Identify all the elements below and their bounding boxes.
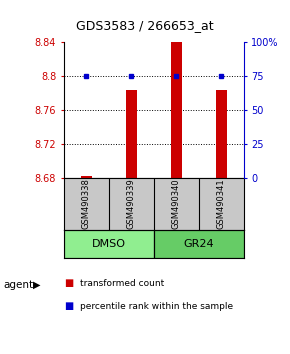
Text: GSM490340: GSM490340 bbox=[172, 178, 181, 229]
Text: percentile rank within the sample: percentile rank within the sample bbox=[80, 302, 233, 311]
Text: GR24: GR24 bbox=[183, 239, 214, 249]
Bar bbox=[215, 90, 227, 178]
Text: GSM490338: GSM490338 bbox=[82, 178, 91, 229]
Text: agent: agent bbox=[3, 280, 33, 290]
Bar bbox=[64, 230, 154, 258]
Text: ■: ■ bbox=[64, 278, 73, 288]
Bar bbox=[81, 176, 92, 178]
Text: GDS3583 / 266653_at: GDS3583 / 266653_at bbox=[76, 19, 214, 33]
Text: GSM490341: GSM490341 bbox=[217, 178, 226, 229]
Bar bbox=[171, 40, 182, 178]
Bar bbox=[154, 230, 244, 258]
Bar bbox=[126, 90, 137, 178]
Text: transformed count: transformed count bbox=[80, 279, 164, 288]
Text: ■: ■ bbox=[64, 301, 73, 311]
Text: DMSO: DMSO bbox=[92, 239, 126, 249]
Text: ▶: ▶ bbox=[33, 280, 41, 290]
Text: GSM490339: GSM490339 bbox=[127, 178, 136, 229]
